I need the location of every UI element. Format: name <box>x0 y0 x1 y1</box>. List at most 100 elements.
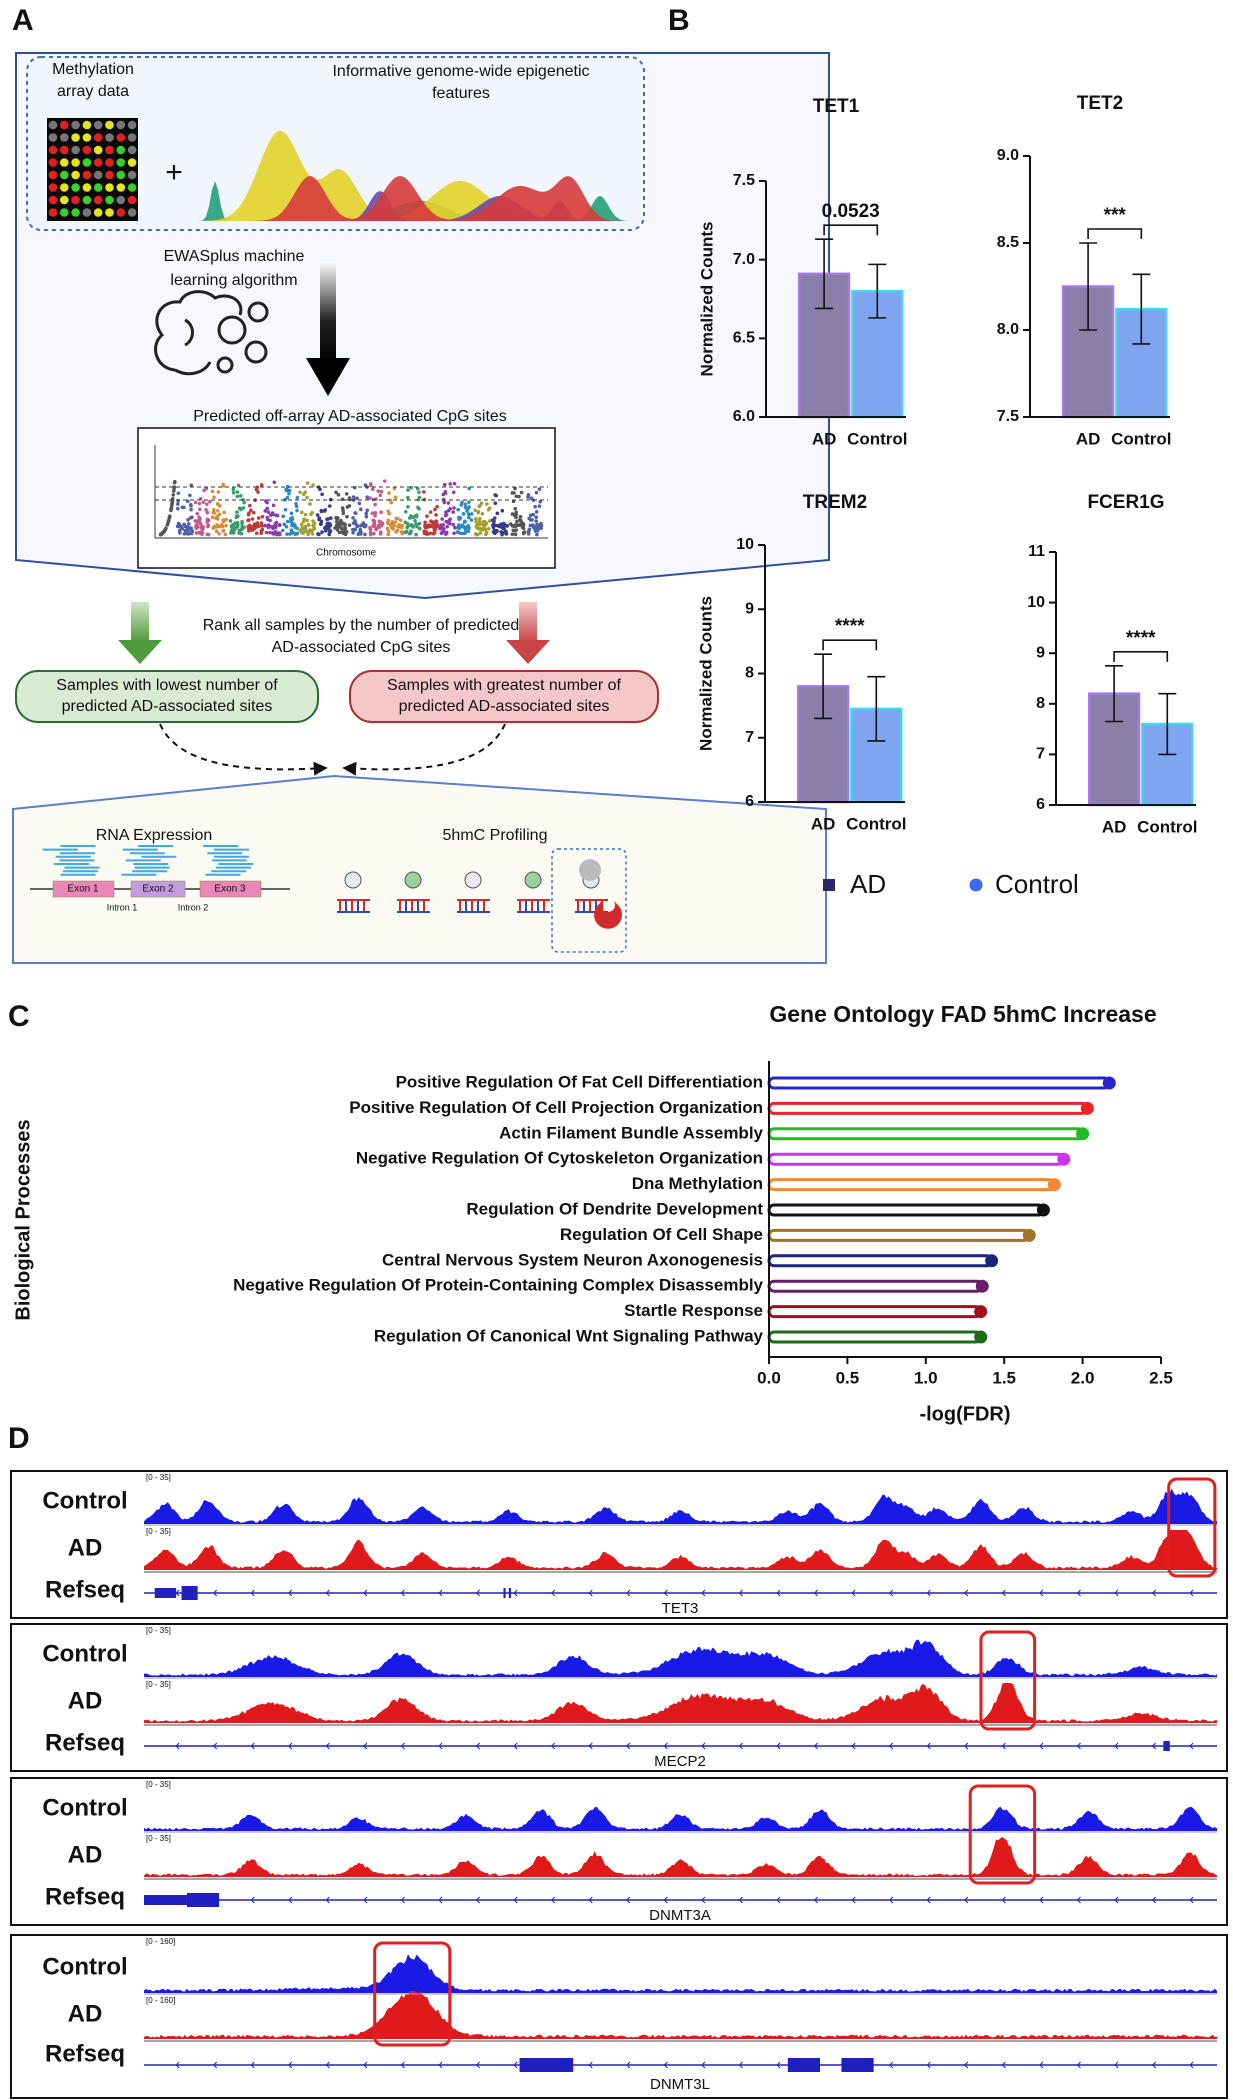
array-dot <box>82 133 92 142</box>
refseq-exon <box>841 2058 874 2072</box>
array-dot <box>71 133 80 142</box>
manhattan-dot <box>372 531 376 536</box>
low-group-label: predicted AD-associated sites <box>62 698 273 715</box>
manhattan-dot <box>442 500 447 505</box>
significance-bracket <box>823 224 879 236</box>
manhattan-box <box>137 427 556 569</box>
flow-arrow <box>118 640 162 664</box>
y-tick-label: 10 <box>736 536 754 553</box>
manhattan-dot <box>493 516 497 520</box>
manhattan-dot <box>263 523 268 528</box>
enrichment-box <box>551 848 627 953</box>
y-tick-label: 8 <box>1036 695 1045 712</box>
manhattan-dot <box>491 522 496 526</box>
merge-arrow <box>159 723 328 776</box>
manhattan-dot <box>415 486 420 491</box>
manhattan-dot <box>281 514 286 519</box>
manhattan-dot <box>499 530 503 534</box>
strand-chevron <box>663 1896 668 1904</box>
array-dot <box>48 145 58 155</box>
track-range: [0 - 35] <box>146 1527 171 1536</box>
manhattan-dot <box>231 490 236 495</box>
array-dot <box>48 195 58 205</box>
refseq-exon <box>508 1588 511 1598</box>
manhattan-dot <box>158 532 163 537</box>
manhattan-dot <box>475 532 480 537</box>
manhattan-dot <box>237 528 242 533</box>
manhattan-dot <box>336 516 340 520</box>
array-dot <box>60 120 69 130</box>
manhattan-dot <box>303 512 308 517</box>
exon-label: Exon 3 <box>214 884 246 895</box>
manhattan-dot <box>189 502 193 507</box>
manhattan-dot <box>285 532 289 536</box>
manhattan-dot <box>394 530 398 534</box>
manhattan-dot <box>451 522 456 527</box>
manhattan-dot <box>335 528 340 532</box>
manhattan-dot <box>212 495 216 500</box>
manhattan-dot <box>211 510 216 515</box>
track-range: [0 - 35] <box>146 1626 171 1635</box>
manhattan-dot <box>397 523 402 527</box>
manhattan-dot <box>162 528 167 533</box>
y-tick-label: 9.0 <box>997 147 1019 164</box>
manhattan-dot <box>461 531 465 536</box>
error-bar <box>1079 242 1098 331</box>
manhattan-dot <box>537 504 542 508</box>
rank-label: Rank all samples by the number of predic… <box>203 617 520 634</box>
manhattan-dot <box>303 527 308 531</box>
manhattan-dot <box>368 530 373 535</box>
manhattan-dot <box>221 482 226 487</box>
manhattan-dot <box>519 490 524 495</box>
strand-chevron <box>588 2061 593 2069</box>
manhattan-dot <box>457 515 461 520</box>
merge-arrow <box>342 723 506 776</box>
array-dot <box>60 133 69 142</box>
manhattan-dot <box>351 530 355 535</box>
manhattan-dot <box>210 515 215 520</box>
array-dot <box>127 120 137 130</box>
genome-tracks: Control AD Refseq [0 - 35] [0 - 35] TET3 Contr… <box>10 1470 1228 2099</box>
array-dots <box>48 120 137 217</box>
manhattan-dot <box>514 528 519 532</box>
manhattan-dot <box>500 508 505 513</box>
manhattan-dot <box>414 532 418 537</box>
error-bar <box>1105 665 1124 723</box>
manhattan-dot <box>358 527 363 532</box>
manhattan-dot <box>373 502 377 507</box>
lollipop-stem <box>767 1330 983 1344</box>
manhattan-dot <box>197 515 201 520</box>
manhattan-dot <box>206 524 210 529</box>
y-tick-label: 10 <box>1027 594 1045 611</box>
manhattan-dot <box>324 526 328 530</box>
strand-chevron <box>1001 1742 1006 1750</box>
manhattan-dot <box>372 520 376 525</box>
manhattan-dot <box>433 507 437 512</box>
manhattan-dot <box>486 526 491 531</box>
manhattan-dot <box>247 511 251 515</box>
predicted-label: Predicted off-array AD-associated CpG si… <box>193 408 507 425</box>
manhattan-dot <box>285 487 289 492</box>
manhattan-dot <box>205 510 210 515</box>
track-range: [0 - 35] <box>146 1473 171 1482</box>
lollipop-head <box>1057 1152 1071 1166</box>
manhattan-dot <box>217 531 221 536</box>
highlight-box <box>373 1941 452 2047</box>
manhattan-dot <box>197 501 202 506</box>
category-label: Negative Regulation Of Cytoskeleton Orga… <box>356 1149 763 1168</box>
y-tick-label: 7.5 <box>997 408 1019 425</box>
manhattan-dot <box>379 520 384 525</box>
y-tick-label: 8.5 <box>997 234 1019 251</box>
strand-chevron <box>513 1896 518 1904</box>
manhattan-dot <box>233 525 237 530</box>
significance-bracket <box>1087 228 1143 239</box>
track-label: Refseq <box>45 2040 125 2067</box>
manhattan-dot <box>434 513 438 517</box>
lollipop-stem <box>767 1127 1085 1141</box>
array-dot <box>60 170 69 180</box>
lollipop-head <box>1022 1228 1036 1242</box>
significance-label: **** <box>835 616 865 637</box>
error-bar <box>1158 692 1177 756</box>
manhattan-dot <box>363 532 367 537</box>
x-tick-label: 2.0 <box>1071 1368 1095 1387</box>
